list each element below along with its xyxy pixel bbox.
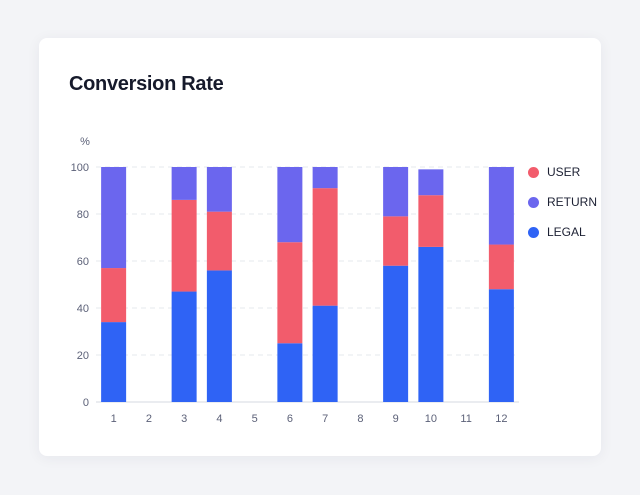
bar-segment-user-6 xyxy=(277,242,303,344)
bar-segment-user-9 xyxy=(383,216,409,266)
legend-item-legal[interactable]: LEGAL xyxy=(528,217,597,247)
y-tick-label-40: 40 xyxy=(77,303,89,315)
x-tick-label-12: 12 xyxy=(495,413,507,425)
bar-segment-legal-9 xyxy=(383,265,409,402)
bar-segment-user-4 xyxy=(206,211,232,271)
legend-swatch-user xyxy=(528,166,539,178)
bar-segment-return-6 xyxy=(277,167,303,243)
bar-segment-return-7 xyxy=(312,167,338,189)
y-tick-label-60: 60 xyxy=(77,256,89,268)
bar-segment-return-12 xyxy=(488,167,514,245)
y-tick-label-0: 0 xyxy=(83,397,89,409)
bar-segment-user-7 xyxy=(312,188,338,306)
legend-label-return: RETURN xyxy=(547,195,597,209)
y-tick-label-80: 80 xyxy=(77,209,89,221)
legend-swatch-return xyxy=(528,196,539,208)
x-tick-label-4: 4 xyxy=(216,413,222,425)
bar-segment-return-1 xyxy=(101,167,127,269)
legend-label-legal: LEGAL xyxy=(547,225,586,239)
x-tick-label-2: 2 xyxy=(146,413,152,425)
y-tick-label-100: 100 xyxy=(71,162,89,174)
x-tick-label-3: 3 xyxy=(181,413,187,425)
bar-segment-user-1 xyxy=(101,268,127,323)
bar-segment-return-4 xyxy=(206,167,232,212)
bar-segment-user-12 xyxy=(488,244,514,290)
bar-segment-user-10 xyxy=(418,195,444,247)
bar-segment-legal-12 xyxy=(488,289,514,402)
bar-segment-return-3 xyxy=(171,167,197,200)
x-tick-label-1: 1 xyxy=(111,413,117,425)
x-tick-label-11: 11 xyxy=(460,413,471,425)
x-tick-label-8: 8 xyxy=(357,413,363,425)
bar-segment-return-9 xyxy=(383,167,409,217)
bar-segment-user-3 xyxy=(171,199,197,292)
bar-segment-return-10 xyxy=(418,169,444,196)
x-tick-label-9: 9 xyxy=(393,413,399,425)
bar-segment-legal-6 xyxy=(277,343,303,402)
chart-card: Conversion Rate % 0 20 40 60 80 100 1 2 3 4 5 6 7 8 9 1… xyxy=(39,38,601,456)
chart-legend: USER RETURN LEGAL xyxy=(528,157,597,247)
bar-segment-legal-1 xyxy=(101,322,127,402)
legend-item-user[interactable]: USER xyxy=(528,157,597,187)
legend-label-user: USER xyxy=(547,165,581,179)
bar-segment-legal-4 xyxy=(206,270,232,402)
legend-swatch-legal xyxy=(528,226,539,238)
chart-title: Conversion Rate xyxy=(69,73,224,95)
x-tick-label-5: 5 xyxy=(252,413,258,425)
x-tick-label-10: 10 xyxy=(425,413,437,425)
bar-segment-legal-7 xyxy=(312,305,338,402)
legend-item-return[interactable]: RETURN xyxy=(528,187,597,217)
y-tick-label-20: 20 xyxy=(77,350,89,362)
bar-segment-legal-10 xyxy=(418,246,444,402)
y-axis-unit: % xyxy=(80,136,90,148)
x-tick-label-6: 6 xyxy=(287,413,293,425)
x-tick-label-7: 7 xyxy=(322,413,328,425)
bar-segment-legal-3 xyxy=(171,291,197,402)
